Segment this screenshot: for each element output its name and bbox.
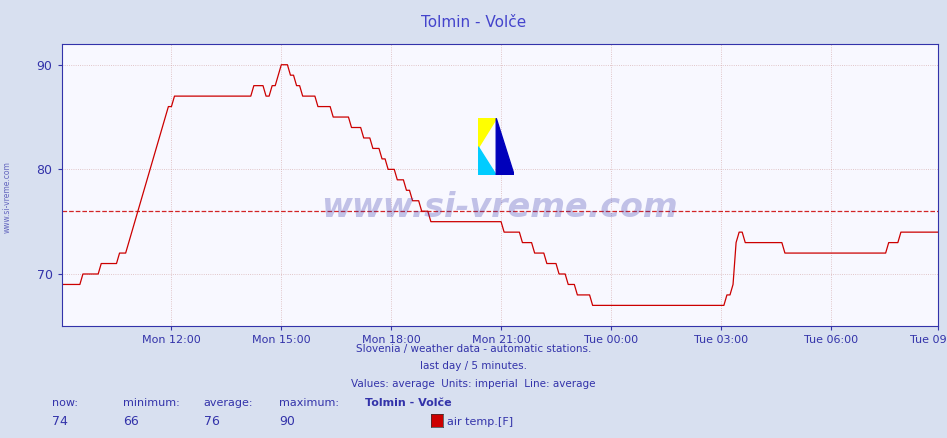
Polygon shape xyxy=(478,147,496,175)
Text: www.si-vreme.com: www.si-vreme.com xyxy=(321,191,678,224)
Polygon shape xyxy=(496,118,514,175)
Text: Tolmin - Volče: Tolmin - Volče xyxy=(420,15,527,30)
Text: maximum:: maximum: xyxy=(279,399,339,409)
Polygon shape xyxy=(478,118,496,147)
Text: 66: 66 xyxy=(123,415,139,428)
Text: 90: 90 xyxy=(279,415,295,428)
Text: air temp.[F]: air temp.[F] xyxy=(447,417,513,427)
Text: 74: 74 xyxy=(52,415,68,428)
Text: minimum:: minimum: xyxy=(123,399,180,409)
Text: Tolmin - Volče: Tolmin - Volče xyxy=(365,399,451,409)
Text: last day / 5 minutes.: last day / 5 minutes. xyxy=(420,361,527,371)
Text: average:: average: xyxy=(204,399,253,409)
Text: Values: average  Units: imperial  Line: average: Values: average Units: imperial Line: av… xyxy=(351,379,596,389)
Text: 76: 76 xyxy=(204,415,220,428)
Text: Slovenia / weather data - automatic stations.: Slovenia / weather data - automatic stat… xyxy=(356,344,591,354)
Text: www.si-vreme.com: www.si-vreme.com xyxy=(3,161,12,233)
Text: now:: now: xyxy=(52,399,78,409)
